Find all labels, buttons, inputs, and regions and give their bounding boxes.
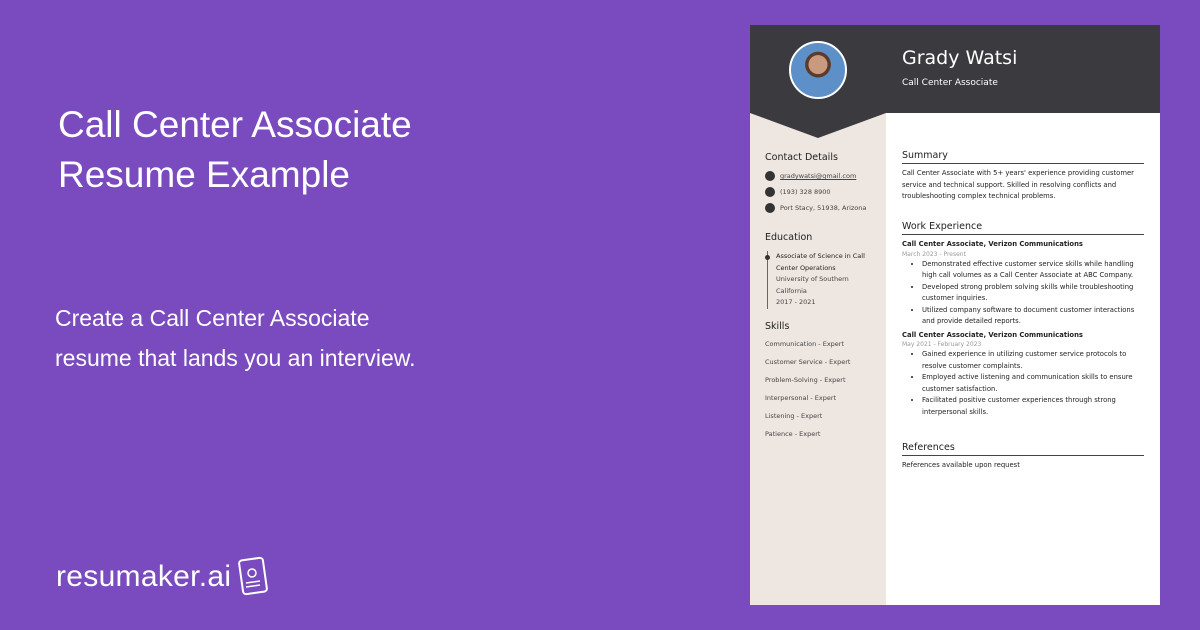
job-title: Call Center Associate, Verizon Communica… xyxy=(902,240,1083,248)
phone: (193) 328 8900 xyxy=(780,188,831,196)
skills-heading: Skills xyxy=(765,321,790,332)
job-title: Call Center Associate, Verizon Communica… xyxy=(902,330,1083,339)
avatar xyxy=(789,41,847,99)
email-icon xyxy=(765,171,775,181)
skill-item: Customer Service - Expert xyxy=(765,358,851,366)
job-dates: May 2021 - February 2023 xyxy=(902,341,982,348)
summary-section: Summary Call Center Associate with 5+ ye… xyxy=(902,149,1144,203)
skill-item: Problem-Solving - Expert xyxy=(765,376,846,384)
location-icon xyxy=(765,203,775,213)
page-title: Call Center Associate Resume Example xyxy=(58,104,412,195)
logo-text: resumaker.ai xyxy=(56,560,232,593)
resume-role: Call Center Associate xyxy=(902,78,998,88)
contact-heading: Contact Details xyxy=(765,152,838,163)
email-link[interactable]: gradywatsi@gmail.com xyxy=(780,172,857,180)
references-section: References References available upon req… xyxy=(902,441,1144,472)
logo[interactable]: resumaker.ai xyxy=(56,556,271,598)
job-bullet: Gained experience in utilizing customer … xyxy=(922,349,1144,372)
job-dates: March 2023 - Present xyxy=(902,250,966,258)
phone-icon xyxy=(765,187,775,197)
summary-text: Call Center Associate with 5+ years' exp… xyxy=(902,169,1134,200)
education-section: Education Associate of Science in Call C… xyxy=(765,232,880,309)
skill-item: Patience - Expert xyxy=(765,430,821,438)
references-heading: References xyxy=(902,441,1144,456)
job-bullet: Utilized company software to document cu… xyxy=(922,305,1144,328)
address: Port Stacy, 51938, Arizona xyxy=(780,204,867,212)
skill-item: Listening - Expert xyxy=(765,412,823,420)
job-bullet: Developed strong problem solving skills … xyxy=(922,282,1144,305)
work-heading: Work Experience xyxy=(902,220,1144,235)
degree: Associate of Science in Call Center Oper… xyxy=(776,252,865,272)
work-section: Work Experience Call Center Associate, V… xyxy=(902,220,1144,418)
resume-preview: Grady Watsi Call Center Associate Contac… xyxy=(750,25,1160,605)
job-bullet: Employed active listening and communicat… xyxy=(922,372,1144,395)
job-bullet: Demonstrated effective customer service … xyxy=(922,259,1144,282)
resume-name: Grady Watsi xyxy=(902,47,1018,69)
skill-item: Interpersonal - Expert xyxy=(765,394,837,402)
contact-section: Contact Details gradywatsi@gmail.com (19… xyxy=(765,152,880,219)
skills-section: Skills Communication - Expert Customer S… xyxy=(765,321,880,448)
education-heading: Education xyxy=(765,232,813,243)
summary-heading: Summary xyxy=(902,149,1144,164)
references-text: References available upon request xyxy=(902,461,1020,469)
skill-item: Communication - Expert xyxy=(765,340,845,348)
school: University of Southern California xyxy=(776,275,849,295)
edu-years: 2017 - 2021 xyxy=(776,298,816,306)
job-bullet: Facilitated positive customer experience… xyxy=(922,395,1144,418)
page-subtitle: Create a Call Center Associate resume th… xyxy=(55,305,416,371)
resume-document-icon xyxy=(238,556,269,596)
